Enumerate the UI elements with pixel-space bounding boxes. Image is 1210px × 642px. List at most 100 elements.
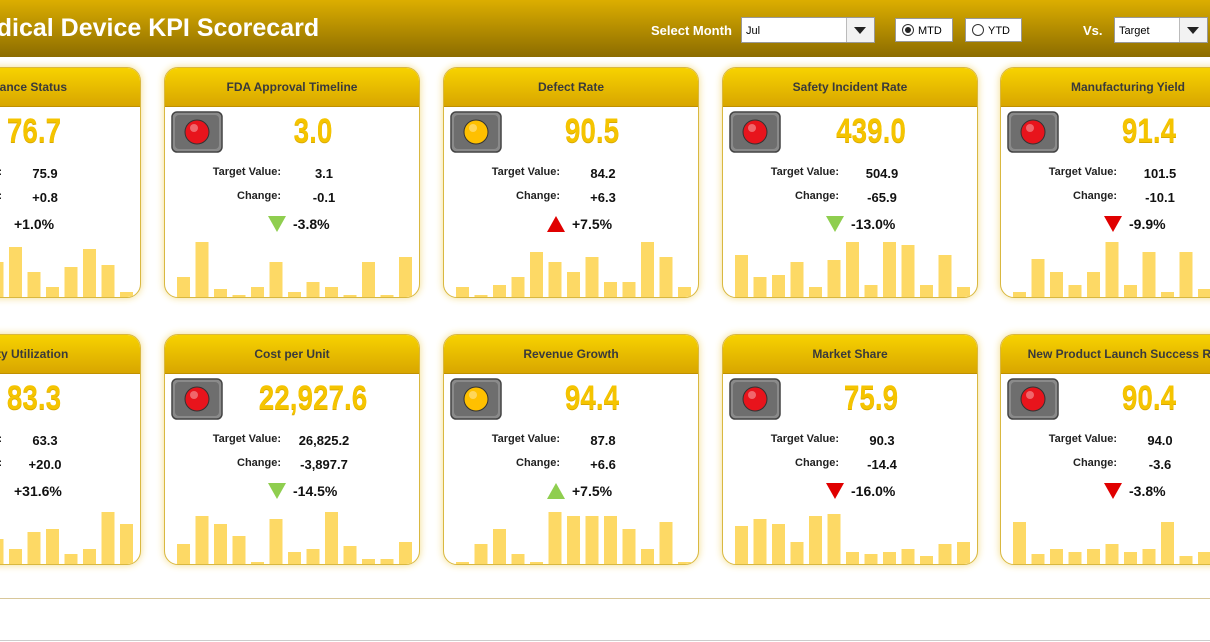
- spark-bar: [27, 272, 41, 297]
- spark-bar: [809, 516, 822, 564]
- vs-dropdown[interactable]: Target: [1114, 17, 1208, 43]
- spark-bar: [1124, 552, 1137, 564]
- kpi-value: 94.4: [564, 379, 620, 417]
- spark-bar: [1087, 272, 1100, 297]
- kpi-card: FDA Approval Timeline 3.0 Target Value: 3.1…: [164, 67, 420, 298]
- mode-radio[interactable]: MTD: [895, 18, 953, 42]
- trend-arrow: [826, 483, 844, 499]
- kpi-value: 439.0: [836, 112, 906, 150]
- spark-bar: [1013, 522, 1026, 564]
- change-label: Change:: [0, 190, 2, 202]
- lamp-inner: [454, 382, 498, 416]
- kpi-card: Safety Incident Rate 439.0 Target Value: 50…: [722, 67, 978, 298]
- spark-bar: [474, 544, 488, 564]
- spark-bar: [1198, 289, 1210, 297]
- status-lamp: [463, 119, 489, 145]
- change-value: -65.9: [867, 190, 897, 205]
- card-title: New Product Launch Success Rate: [1001, 335, 1210, 374]
- spark-bar: [325, 512, 338, 564]
- lamp-frame: [1007, 378, 1059, 420]
- target-value: 504.9: [865, 166, 899, 181]
- change-percent: +7.5%: [572, 483, 613, 499]
- spark-bar: [846, 242, 859, 297]
- target-label: Target Value:: [0, 433, 2, 445]
- target-value: 87.8: [590, 433, 616, 448]
- target-value: 26,825.2: [298, 433, 350, 448]
- kpi-value: 75.9: [843, 379, 899, 417]
- spark-bar: [362, 262, 375, 297]
- spark-bar: [1050, 272, 1063, 297]
- spark-bar: [9, 247, 22, 297]
- spark-bar: [1179, 556, 1193, 564]
- change-label: Change:: [516, 457, 560, 469]
- kpi-value: 22,927.6: [258, 379, 368, 417]
- target-value: 63.3: [32, 433, 58, 448]
- kpi-card: Capacity Utilization 83.3 Target Value: 63.…: [0, 334, 141, 565]
- spark-bar: [399, 542, 412, 564]
- change-label: Change:: [1073, 457, 1117, 469]
- spark-bar: [232, 295, 246, 297]
- spark-bar: [474, 295, 488, 297]
- spark-bar: [846, 552, 859, 564]
- spark-bar: [1050, 549, 1063, 564]
- spark-bar: [901, 549, 915, 564]
- kpi-card: Compliance Status 76.7 Target Value: 75.9 Ch…: [0, 67, 141, 298]
- spark-bar: [659, 522, 673, 564]
- lamp-inner: [454, 115, 498, 149]
- lamp-frame: [450, 378, 502, 420]
- target-value: 84.2: [590, 166, 616, 181]
- card-title: Compliance Status: [0, 68, 140, 107]
- change-percent: -13.0%: [851, 216, 896, 232]
- spark-bar: [343, 546, 357, 564]
- lamp-shine: [469, 124, 477, 132]
- trend-arrow: [268, 216, 286, 232]
- spark-bar: [343, 295, 357, 297]
- kpi-card: New Product Launch Success Rate 90.4 Targe…: [1000, 334, 1210, 565]
- change-label: Change:: [237, 457, 281, 469]
- kpi-value: 90.5: [564, 112, 620, 150]
- lamp-shine: [190, 124, 198, 132]
- change-label: Change:: [1073, 190, 1117, 202]
- kpi-value: 76.7: [6, 112, 62, 150]
- mode-label: YTD: [988, 25, 1010, 37]
- change-value: -10.1: [1145, 190, 1175, 205]
- kpi-value: 90.4: [1121, 379, 1177, 417]
- spark-bar: [809, 287, 822, 297]
- status-lamp: [742, 119, 768, 145]
- card-title: Defect Rate: [444, 68, 698, 107]
- vs-value: Target: [1119, 25, 1150, 37]
- month-label: Select Month: [651, 23, 732, 38]
- target-value: 3.1: [314, 166, 334, 181]
- spark-bar: [120, 292, 133, 297]
- spark-bar: [399, 257, 412, 297]
- month-value: Jul: [746, 25, 761, 37]
- spark-bar: [120, 524, 133, 564]
- change-percent: -9.9%: [1129, 216, 1166, 232]
- change-percent: -3.8%: [1129, 483, 1166, 499]
- kpi-value: 3.0: [293, 112, 333, 150]
- spark-bar: [269, 262, 283, 297]
- spark-bar: [1013, 292, 1026, 297]
- target-label: Target Value:: [212, 433, 281, 445]
- spark-bar: [678, 562, 691, 564]
- radio-selected: [905, 27, 911, 33]
- spark-bar: [511, 277, 525, 297]
- change-percent: +7.5%: [572, 216, 613, 232]
- vs-label: Vs.: [1083, 23, 1103, 38]
- spark-bar: [957, 287, 970, 297]
- lamp-shine: [1026, 124, 1034, 132]
- month-dropdown[interactable]: Jul: [741, 17, 875, 43]
- target-value: 90.3: [869, 433, 895, 448]
- card-title: FDA Approval Timeline: [165, 68, 419, 107]
- spark-bar: [604, 516, 617, 564]
- change-percent: +1.0%: [14, 216, 55, 232]
- trend-arrow: [826, 216, 844, 232]
- change-percent: -16.0%: [851, 483, 896, 499]
- change-value: -14.4: [867, 457, 897, 472]
- status-lamp: [463, 386, 489, 412]
- mode-radio[interactable]: YTD: [965, 18, 1022, 42]
- radio-dot: [902, 24, 914, 36]
- trend-arrow: [268, 483, 286, 499]
- spark-bar: [493, 285, 506, 297]
- spark-bar: [325, 287, 338, 297]
